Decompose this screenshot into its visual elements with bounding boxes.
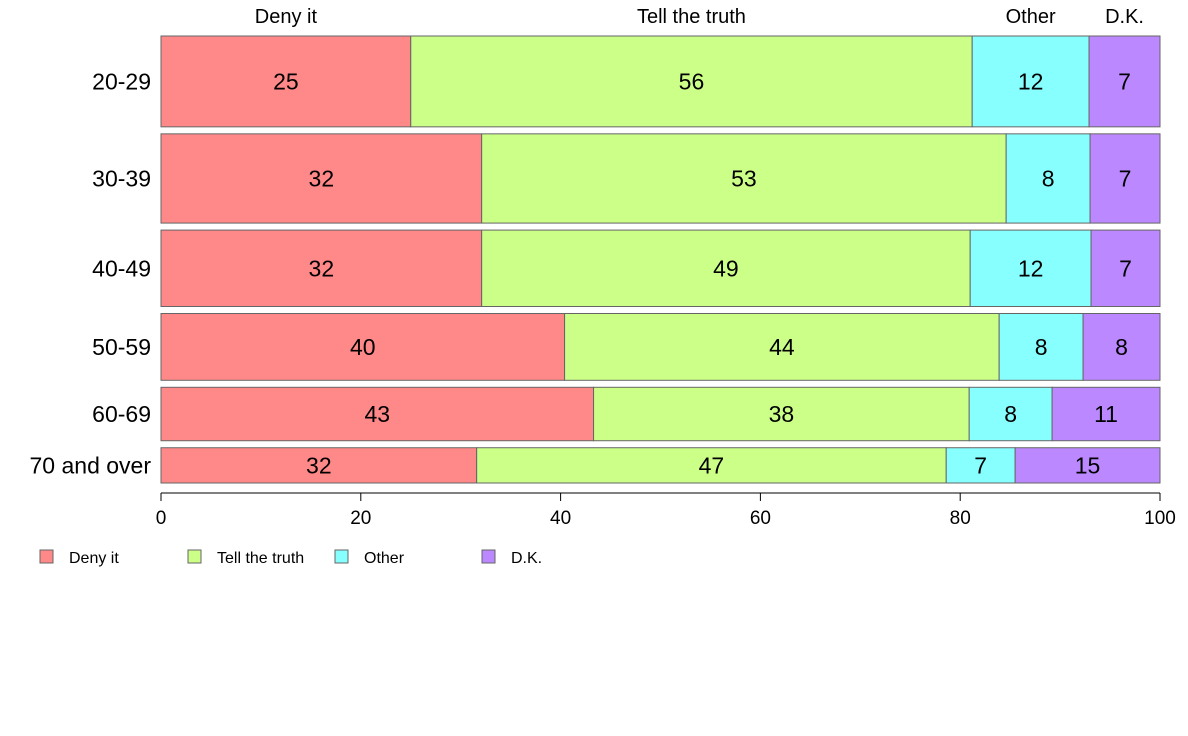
segment-value-label: 15: [1075, 452, 1101, 478]
segment-value-label: 8: [1035, 334, 1048, 360]
bar-row: 20-29 25 56 12 7: [92, 35, 1161, 128]
segment-value-label: 7: [1118, 68, 1131, 94]
bar-segment: [476, 447, 947, 484]
x-axis: 0 20 40 60 80 100: [156, 492, 1176, 529]
bar-segment: [1051, 386, 1161, 442]
bar-segment: [1088, 35, 1161, 128]
x-tick-label: 60: [750, 508, 771, 529]
bar-segment: [971, 35, 1090, 128]
segment-value-label: 12: [1018, 255, 1044, 281]
bar-segment: [481, 229, 971, 307]
legend-swatch: [481, 549, 496, 564]
segment-value-label: 40: [350, 334, 376, 360]
segment-value-label: 56: [679, 68, 705, 94]
segment-value-label: 7: [1119, 165, 1132, 191]
legend-item: Other: [334, 549, 405, 567]
bar-row: 50-59 40 44 8 8: [92, 312, 1161, 381]
x-tick-label: 40: [550, 508, 571, 529]
x-tick-label: 0: [156, 508, 167, 529]
segment-value-label: 7: [1119, 255, 1132, 281]
bar-segment: [968, 386, 1053, 442]
segment-value-label: 8: [1042, 165, 1055, 191]
bar-segment: [945, 447, 1016, 484]
x-tick-label: 80: [950, 508, 971, 529]
column-header: D.K.: [1105, 6, 1144, 28]
legend: Deny it Tell the truth Other D.K.: [39, 549, 542, 567]
segment-value-label: 11: [1094, 401, 1118, 427]
column-header: Tell the truth: [637, 6, 746, 28]
row-label: 20-29: [92, 68, 151, 94]
bar-segment: [1082, 312, 1161, 381]
segment-value-label: 32: [306, 452, 332, 478]
row-label: 40-49: [92, 255, 151, 281]
legend-swatch: [39, 549, 54, 564]
bar-segment: [564, 312, 1000, 381]
column-header: Other: [1006, 6, 1056, 28]
bar-segment: [160, 447, 478, 484]
legend-item: D.K.: [481, 549, 542, 567]
segment-value-label: 8: [1115, 334, 1128, 360]
segment-value-label: 47: [699, 452, 725, 478]
bar-segment: [1014, 447, 1161, 484]
bar-row: 60-69 43 38 8 11: [92, 386, 1161, 442]
bar-segment: [160, 35, 412, 128]
row-label: 70 and over: [30, 452, 152, 478]
legend-item: Tell the truth: [187, 549, 304, 567]
segment-value-label: 7: [974, 452, 987, 478]
bar-segment: [160, 133, 483, 224]
bar-row: 30-39 32 53 8 7: [92, 133, 1161, 224]
segment-value-label: 12: [1018, 68, 1044, 94]
bar-segment: [1090, 229, 1161, 307]
bar-segment: [1005, 133, 1091, 224]
bar-rows: 20-29 25 56 12 730-39 32 53 8 740-49 32 49 12 750-59…: [30, 35, 1161, 484]
legend-label: Tell the truth: [217, 550, 304, 567]
legend-label: Deny it: [69, 550, 119, 567]
row-label: 50-59: [92, 334, 151, 360]
bar-segment: [481, 133, 1007, 224]
segment-value-label: 38: [769, 401, 795, 427]
bar-row: 40-49 32 49 12 7: [92, 229, 1161, 307]
legend-label: D.K.: [511, 550, 542, 567]
row-label: 30-39: [92, 165, 151, 191]
legend-label: Other: [364, 550, 405, 567]
bar-segment: [410, 35, 973, 128]
bar-segment: [160, 312, 566, 381]
segment-value-label: 44: [769, 334, 795, 360]
segment-value-label: 25: [273, 68, 299, 94]
bar-segment: [593, 386, 970, 442]
segment-value-label: 8: [1004, 401, 1017, 427]
x-tick-label: 20: [350, 508, 371, 529]
legend-swatch: [334, 549, 349, 564]
bar-segment: [1089, 133, 1161, 224]
segment-value-label: 43: [364, 401, 390, 427]
bar-segment: [160, 386, 595, 442]
x-tick-label: 100: [1144, 508, 1176, 529]
segment-value-label: 32: [309, 255, 335, 281]
bar-row: 70 and over 32 47 7 15: [30, 447, 1161, 484]
column-headers: Deny it Tell the truth Other D.K.: [255, 6, 1144, 28]
segment-value-label: 53: [731, 165, 757, 191]
bar-segment: [160, 229, 483, 307]
row-label: 60-69: [92, 401, 151, 427]
column-header: Deny it: [255, 6, 318, 28]
segment-value-label: 49: [713, 255, 739, 281]
legend-item: Deny it: [39, 549, 119, 567]
legend-swatch: [187, 549, 202, 564]
segment-value-label: 32: [309, 165, 335, 191]
